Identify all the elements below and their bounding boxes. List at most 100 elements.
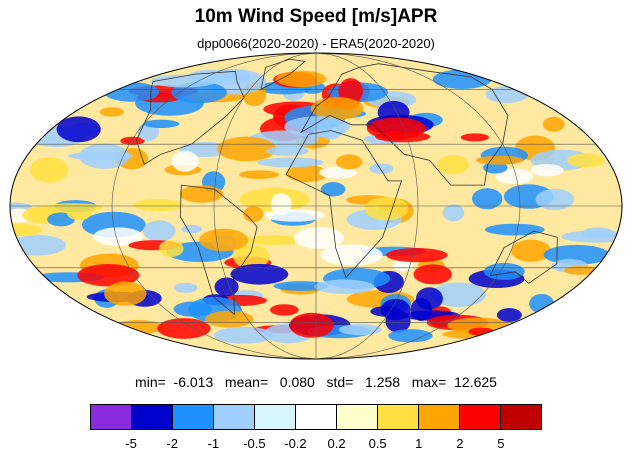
colorbar-tick-label: 5 — [497, 436, 505, 451]
colorbar-swatch — [337, 405, 378, 429]
field-blob — [214, 277, 239, 297]
colorbar-tick-label: 0.5 — [368, 436, 387, 451]
field-blob — [431, 282, 486, 307]
field-blob — [158, 240, 184, 258]
field-blob — [113, 320, 164, 335]
field-blob — [289, 312, 334, 338]
field-blob — [284, 116, 351, 138]
colorbar-tick-label: 2 — [456, 436, 464, 451]
field-blob — [99, 107, 124, 117]
field-blob — [120, 136, 145, 146]
field-layer — [10, 53, 622, 359]
field-blob — [338, 324, 382, 336]
field-blob — [375, 131, 431, 143]
field-blob — [388, 329, 433, 343]
colorbar-swatch — [91, 405, 132, 429]
field-blob — [542, 116, 565, 132]
field-blob — [386, 248, 448, 263]
map-subtitle: dpp0066(2020-2020) - ERA5(2020-2020) — [197, 36, 435, 51]
coastline — [299, 63, 509, 186]
field-blob — [447, 317, 510, 334]
field-blob — [269, 304, 299, 316]
field-blob — [143, 119, 180, 129]
field-blob — [171, 150, 199, 172]
field-blob — [484, 223, 545, 236]
longitude-line — [315, 53, 419, 359]
colorbar-tick-label: 0.2 — [327, 436, 346, 451]
field-blob — [216, 136, 277, 162]
field-blob — [582, 227, 614, 239]
field-blob — [56, 116, 101, 143]
field-blob — [150, 74, 217, 88]
colorbar — [90, 404, 542, 430]
map-boundary — [9, 52, 623, 360]
field-blob — [143, 220, 176, 242]
field-blob — [104, 281, 147, 306]
coastline — [179, 184, 258, 316]
colorbar-tick-label: 1 — [415, 436, 423, 451]
colorbar-tick-label: -1 — [207, 436, 220, 451]
coastline — [285, 130, 403, 279]
field-blob — [483, 161, 508, 174]
field-blob — [529, 293, 555, 314]
statistics-line: min= -6.013 mean= 0.080 std= 1.258 max= … — [135, 374, 497, 390]
field-blob — [256, 157, 324, 168]
field-blob — [335, 154, 363, 170]
field-blob — [243, 235, 304, 245]
field-blob — [496, 308, 522, 322]
longitude-line — [213, 53, 317, 359]
field-blob — [319, 166, 357, 179]
field-blob — [270, 193, 292, 216]
field-blob — [495, 168, 534, 185]
field-blob — [293, 227, 345, 249]
field-blob — [243, 206, 264, 223]
coastline — [489, 230, 558, 284]
colorbar-swatch — [460, 405, 501, 429]
field-blob — [173, 282, 198, 293]
field-blob — [10, 223, 43, 237]
field-blob — [475, 155, 524, 165]
map-title: 10m Wind Speed [m/s]APR — [194, 6, 438, 27]
colorbar-tick-label: -0.5 — [243, 436, 266, 451]
field-blob — [535, 188, 575, 211]
field-blob — [157, 318, 211, 339]
colorbar-tick-label: -2 — [166, 436, 178, 451]
colorbar-swatch — [419, 405, 460, 429]
field-blob — [205, 310, 254, 328]
field-blob — [471, 188, 503, 210]
field-blob — [133, 199, 184, 212]
longitude-line — [111, 53, 317, 359]
field-blob — [93, 227, 144, 246]
field-blob — [385, 310, 411, 333]
field-blob — [543, 244, 610, 265]
field-blob — [29, 157, 68, 183]
field-blob — [436, 155, 469, 175]
colorbar-swatch — [132, 405, 173, 429]
field-blob — [199, 228, 249, 252]
field-blob — [314, 279, 375, 294]
field-blob — [78, 143, 130, 169]
field-blob — [563, 265, 598, 275]
field-blob — [392, 259, 414, 272]
field-blob — [567, 153, 605, 168]
field-blob — [485, 86, 529, 104]
field-blob — [233, 244, 270, 270]
field-blob — [273, 281, 329, 291]
field-blob — [238, 170, 280, 179]
field-blob — [230, 263, 289, 285]
field-blob — [310, 97, 364, 120]
colorbar-swatch — [296, 405, 337, 429]
field-blob — [320, 182, 346, 197]
field-blob — [77, 264, 140, 287]
colorbar-tick-label: -5 — [125, 436, 137, 451]
coastline — [260, 58, 306, 91]
field-blob — [364, 196, 409, 221]
colorbar-swatch — [378, 405, 419, 429]
field-blob — [442, 204, 465, 222]
field-blob — [275, 70, 327, 88]
field-blob — [460, 133, 490, 142]
field-blob — [410, 298, 433, 322]
field-blob — [413, 264, 452, 285]
colorbar-tick-label: -0.2 — [284, 436, 307, 451]
colorbar-ticks: -5 -2 -1 -0.5 -0.2 0.2 0.5 1 2 5 — [90, 436, 542, 454]
